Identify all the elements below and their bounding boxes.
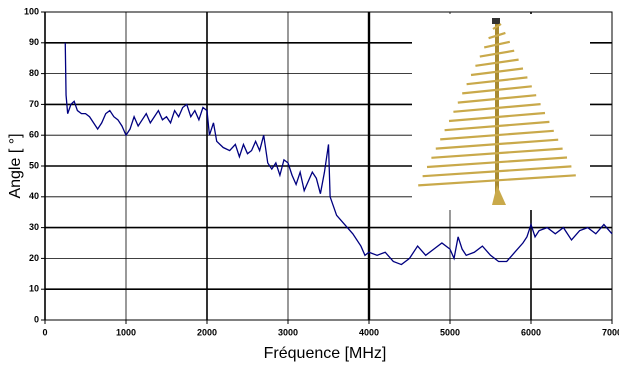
x-tick-label: 2000	[197, 327, 217, 337]
x-tick-label: 0	[42, 327, 47, 337]
antenna-element	[492, 23, 502, 30]
plot-border	[44, 11, 613, 321]
antenna-element	[483, 40, 511, 49]
y-tick-label: 10	[29, 284, 39, 294]
x-tick-label: 5000	[440, 327, 460, 337]
y-tick-label: 90	[29, 37, 39, 47]
y-tick-label: 0	[34, 314, 39, 324]
antenna-element	[470, 67, 524, 77]
y-tick-label: 70	[29, 99, 39, 109]
antenna-element	[418, 174, 576, 187]
x-tick-label: 3000	[278, 327, 298, 337]
antenna-element	[453, 103, 541, 113]
x-axis-title: Fréquence [MHz]	[264, 345, 387, 362]
antenna-element	[475, 58, 519, 67]
data-line	[64, 42, 613, 266]
y-tick-label: 50	[29, 160, 39, 170]
x-tick-label: 4000	[359, 327, 379, 337]
antenna-element	[462, 85, 532, 95]
antenna-mount	[492, 185, 506, 205]
x-tick-label: 1000	[116, 327, 136, 337]
antenna-element	[431, 147, 563, 159]
antenna-element	[457, 94, 537, 104]
antenna-element	[488, 31, 506, 40]
y-tick-label: 80	[29, 68, 39, 78]
antenna-connector	[492, 18, 500, 24]
antenna-element	[435, 138, 559, 150]
antenna-element	[448, 111, 546, 123]
antenna-image	[412, 14, 590, 210]
y-tick-label: 20	[29, 253, 39, 263]
x-tick-label: 7000	[602, 327, 619, 337]
antenna-element	[426, 156, 568, 169]
y-axis-title: Angle [ °]	[7, 133, 24, 198]
y-tick-label: 60	[29, 130, 39, 140]
plot-area	[64, 42, 613, 266]
antenna-element	[444, 120, 550, 132]
antenna-element	[422, 165, 572, 178]
x-tick-label: 6000	[521, 327, 541, 337]
antenna-element	[440, 129, 554, 141]
y-tick-label: 40	[29, 191, 39, 201]
y-tick-label: 30	[29, 222, 39, 232]
antenna-element	[466, 76, 528, 86]
antenna-element	[479, 49, 515, 58]
y-tick-label: 100	[24, 6, 39, 16]
